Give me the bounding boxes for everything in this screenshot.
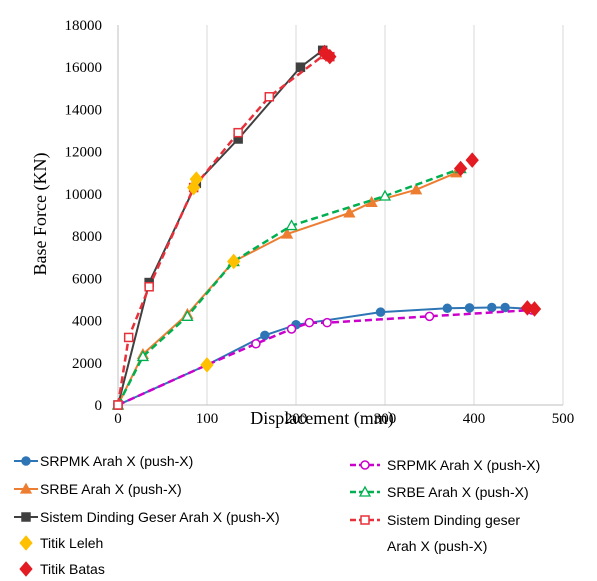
- data-point: [424, 311, 435, 322]
- legend-label: SRBE Arah X (push-X): [40, 481, 182, 497]
- data-point: [295, 62, 306, 72]
- data-point: [464, 303, 475, 313]
- data-point: [375, 307, 386, 317]
- legend-swatch-marker: [358, 485, 372, 497]
- legend-label: Sistem Dinding geser: [387, 512, 520, 528]
- series-5: [113, 49, 335, 410]
- y-tick-label: 16000: [65, 60, 103, 76]
- series-3: [113, 305, 537, 410]
- legend-item: SRBE Arah X (push-X): [350, 484, 529, 500]
- tick-labels: 0 100 200 300 400 500 0 2000 4000 6000 8000 10000 12…: [65, 18, 575, 427]
- legend-right: SRPMK Arah X (push-X) SRBE Arah X (push-X…: [350, 457, 540, 554]
- legend-item: SRPMK Arah X (push-X): [14, 453, 193, 469]
- data-point: [113, 400, 123, 410]
- x-tick-label: 400: [463, 411, 486, 427]
- y-axis-title: Base Force (KN): [30, 153, 51, 276]
- legend-label: SRPMK Arah X (push-X): [40, 453, 193, 469]
- data-point: [280, 227, 294, 239]
- legend-swatch-marker: [19, 535, 33, 551]
- series-line: [116, 53, 331, 406]
- series-line: [117, 171, 457, 406]
- data-point: [260, 330, 270, 341]
- y-tick-label: 2000: [72, 356, 102, 372]
- data-point: [465, 152, 479, 168]
- data-point: [500, 302, 510, 313]
- x-tick-label: 200: [285, 411, 308, 427]
- legend-swatch-marker: [19, 482, 33, 494]
- data-point: [233, 127, 243, 138]
- legend-label: Titik Batas: [40, 561, 105, 577]
- data-point: [378, 189, 392, 201]
- data-point: [123, 332, 134, 343]
- data-point: [286, 324, 297, 334]
- y-tick-label: 18000: [65, 18, 103, 34]
- legend-item: Sistem Dinding Geser Arah X (push-X): [14, 509, 280, 525]
- legend-label-continued: Arah X (push-X): [387, 538, 487, 554]
- legend-swatch-marker: [360, 515, 370, 525]
- legend-item: SRPMK Arah X (push-X): [350, 457, 540, 473]
- data-point: [264, 92, 275, 102]
- series-layer: [111, 44, 542, 410]
- legend-item: Sistem Dinding geser: [350, 512, 520, 528]
- data-point: [136, 350, 150, 362]
- data-point: [144, 282, 154, 292]
- legend-label: Sistem Dinding Geser Arah X (push-X): [40, 509, 280, 525]
- legend-item: Titik Leleh: [19, 535, 103, 551]
- data-point: [453, 160, 468, 177]
- series-6: [186, 171, 241, 373]
- x-axis-title: Displacement (mm): [250, 408, 393, 429]
- legend-label: SRBE Arah X (push-X): [387, 484, 529, 500]
- data-point: [343, 206, 356, 218]
- legend-swatch-marker: [360, 460, 370, 470]
- data-point: [322, 317, 332, 328]
- series-line: [117, 308, 532, 407]
- data-point: [410, 183, 423, 195]
- legend-left: SRPMK Arah X (push-X) SRBE Arah X (push-X…: [14, 453, 280, 577]
- y-tick-label: 0: [95, 398, 103, 414]
- y-tick-label: 6000: [72, 271, 102, 287]
- y-tick-label: 14000: [65, 102, 103, 118]
- legend-swatch-marker: [21, 456, 31, 466]
- data-point: [323, 48, 337, 65]
- data-point: [285, 219, 298, 231]
- data-point: [442, 303, 453, 314]
- legend-swatch-marker: [21, 512, 31, 522]
- series-1: [111, 166, 463, 410]
- legend-item: SRBE Arah X (push-X): [14, 481, 182, 497]
- data-point: [487, 302, 497, 313]
- legend-item: Titik Batas: [19, 561, 105, 577]
- y-tick-label: 8000: [72, 229, 102, 245]
- legend-label: SRPMK Arah X (push-X): [387, 457, 540, 473]
- data-point: [251, 339, 261, 349]
- data-point: [527, 301, 542, 317]
- series-7: [317, 44, 542, 317]
- data-point: [304, 317, 315, 328]
- gridlines: [206, 25, 564, 405]
- y-tick-label: 10000: [65, 187, 103, 203]
- x-tick-label: 100: [196, 411, 219, 427]
- series-line: [116, 167, 462, 406]
- y-tick-label: 12000: [65, 145, 103, 161]
- legend-label: Titik Leleh: [40, 535, 103, 551]
- legend-swatch-marker: [19, 561, 33, 577]
- data-point: [189, 171, 203, 187]
- series-4: [111, 162, 467, 410]
- x-tick-label: 500: [552, 411, 575, 427]
- x-tick-label: 300: [374, 411, 397, 427]
- y-tick-label: 4000: [72, 314, 102, 330]
- data-point: [227, 253, 241, 270]
- x-tick-label: 0: [114, 411, 122, 427]
- data-point: [181, 309, 194, 321]
- series-line: [117, 306, 532, 406]
- data-point: [200, 357, 214, 373]
